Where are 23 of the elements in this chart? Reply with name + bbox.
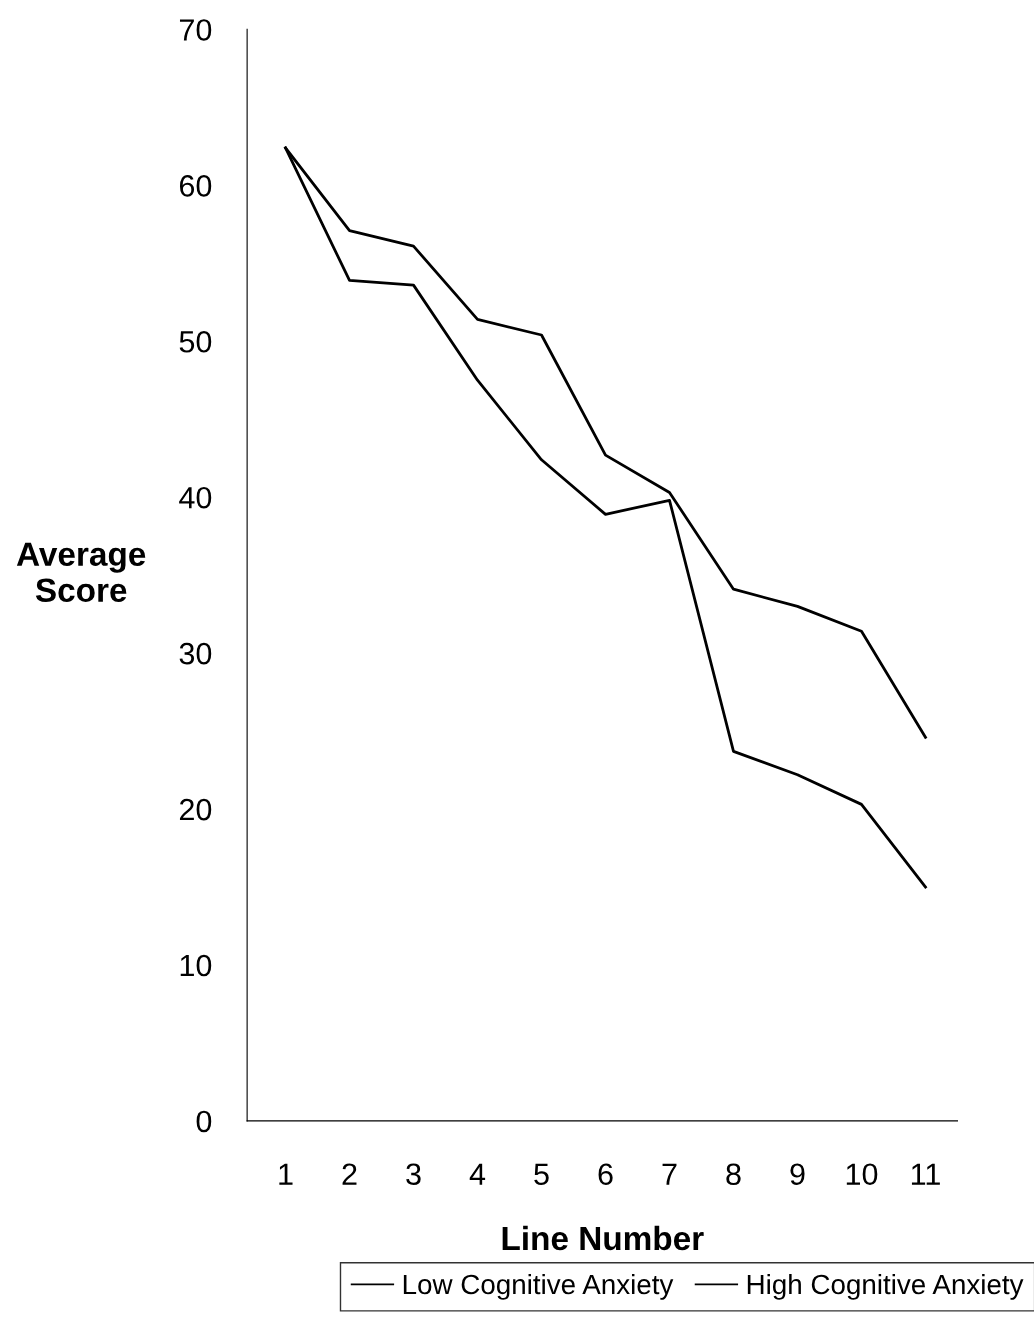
x-tick-label: 11 xyxy=(911,1163,940,1185)
legend-label: Low Cognitive Anxiety xyxy=(403,1273,674,1300)
y-tick-label: 20 xyxy=(179,798,212,821)
y-tick-label: 50 xyxy=(179,330,212,353)
y-tick-label: 70 xyxy=(179,19,212,41)
x-tick-label: 8 xyxy=(726,1163,741,1186)
y-axis-title: Average Score xyxy=(16,542,146,603)
legend-label: High Cognitive Anxiety xyxy=(747,1273,1024,1300)
x-tick-label: 10 xyxy=(846,1163,878,1186)
x-tick-label: 9 xyxy=(790,1163,805,1186)
x-axis-title: Line Number xyxy=(502,1225,704,1251)
x-tick-label: 6 xyxy=(598,1163,613,1186)
x-tick-label: 3 xyxy=(406,1163,421,1186)
x-tick-label: 5 xyxy=(534,1163,549,1186)
y-tick-label: 10 xyxy=(180,954,212,977)
y-tick-label: 0 xyxy=(196,1110,212,1133)
y-tick-label: 30 xyxy=(179,642,212,665)
x-tick-label: 1 xyxy=(279,1163,293,1185)
x-tick-label: 2 xyxy=(342,1163,357,1185)
x-tick-label: 7 xyxy=(662,1163,677,1185)
y-tick-label: 40 xyxy=(179,486,212,509)
y-tick-label: 60 xyxy=(179,175,212,197)
x-tick-label: 4 xyxy=(469,1163,486,1185)
